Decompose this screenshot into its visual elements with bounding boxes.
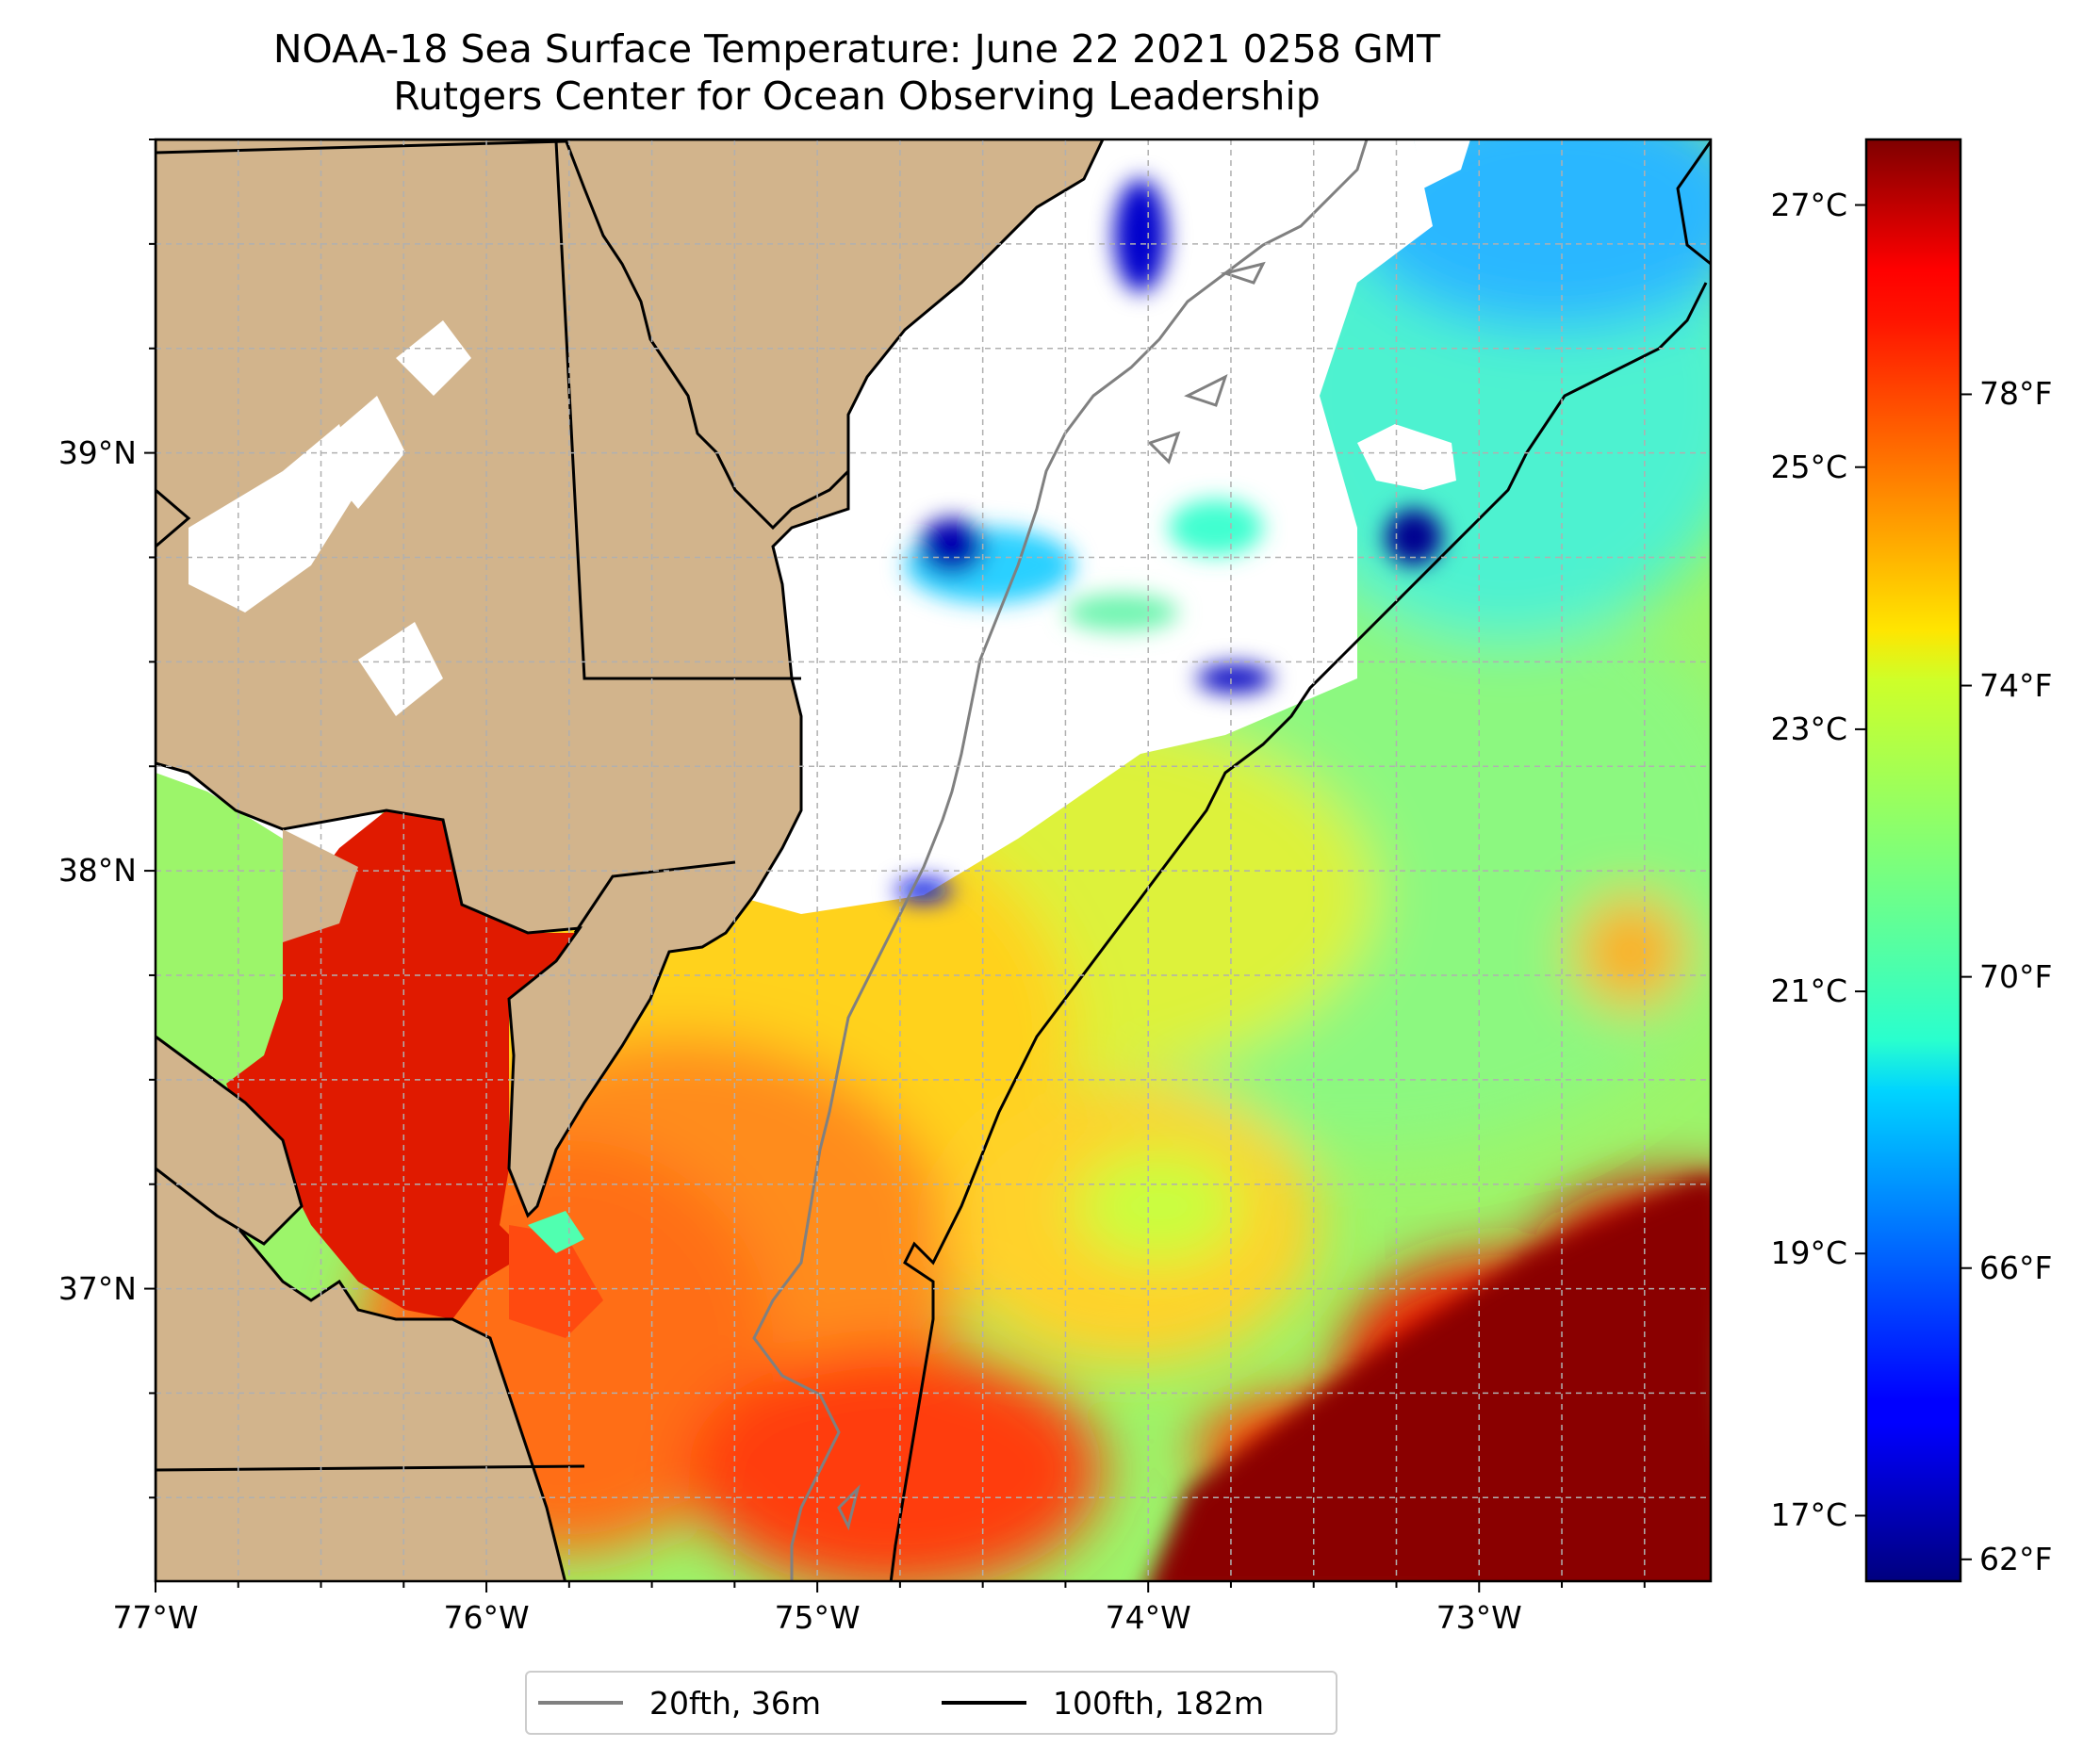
new-jersey bbox=[564, 139, 1105, 531]
chart-subtitle: Rutgers Center for Ocean Observing Leade… bbox=[393, 74, 1321, 119]
legend-label-100fth: 100fth, 182m bbox=[1053, 1684, 1264, 1722]
colorbar-c-label: 27°C bbox=[1770, 186, 1847, 223]
virginia bbox=[156, 1167, 567, 1581]
gridlines-lat bbox=[156, 139, 1711, 1499]
x-tick-label: 74°W bbox=[1105, 1599, 1191, 1636]
x-tick-label: 77°W bbox=[112, 1599, 199, 1636]
legend-item-20fth: 20fth, 36m bbox=[538, 1673, 821, 1733]
colorbar-c-label: 23°C bbox=[1770, 710, 1847, 747]
y-tick-label: 37°N bbox=[57, 1269, 137, 1307]
axis-ticks bbox=[144, 139, 1646, 1592]
y-tick-label: 38°N bbox=[57, 852, 137, 890]
legend-swatch-100fth bbox=[942, 1701, 1026, 1705]
map-frame bbox=[154, 138, 1713, 1583]
isobath-100fth bbox=[889, 282, 1708, 1581]
colorbar-frame bbox=[1864, 138, 1962, 1583]
colorbar-c-label: 17°C bbox=[1770, 1496, 1847, 1534]
isobath-20fth bbox=[752, 139, 1369, 1581]
colorbar bbox=[1866, 139, 1961, 1581]
x-tick-label: 73°W bbox=[1436, 1599, 1522, 1636]
colorbar-c-label: 25°C bbox=[1770, 448, 1847, 485]
legend-label-20fth: 20fth, 36m bbox=[649, 1684, 821, 1722]
colorbar-f-label: 62°F bbox=[1979, 1540, 2053, 1577]
legend: 20fth, 36m 100fth, 182m bbox=[525, 1671, 1337, 1735]
y-tick-label: 39°N bbox=[57, 433, 137, 471]
chesapeake-bay bbox=[226, 810, 575, 1319]
colorbar-f-label: 78°F bbox=[1979, 375, 2053, 413]
legend-item-100fth: 100fth, 182m bbox=[942, 1673, 1264, 1733]
colorbar-f-label: 70°F bbox=[1979, 957, 2053, 995]
colorbar-ticks bbox=[1855, 204, 1972, 1560]
colorbar-f-label: 74°F bbox=[1979, 666, 2053, 704]
colorbar-c-label: 19°C bbox=[1770, 1234, 1847, 1272]
map-panel bbox=[156, 139, 1711, 1581]
colorbar-f-label: 66°F bbox=[1979, 1249, 2053, 1286]
x-tick-label: 76°W bbox=[443, 1599, 530, 1636]
colorbar-c-label: 21°C bbox=[1770, 972, 1847, 1010]
legend-swatch-20fth bbox=[538, 1701, 623, 1705]
chart-title: NOAA-18 Sea Surface Temperature: June 22… bbox=[272, 26, 1441, 72]
x-tick-label: 75°W bbox=[774, 1599, 861, 1636]
gridlines-lon bbox=[156, 139, 1646, 1581]
sst-patches bbox=[358, 139, 1711, 1581]
